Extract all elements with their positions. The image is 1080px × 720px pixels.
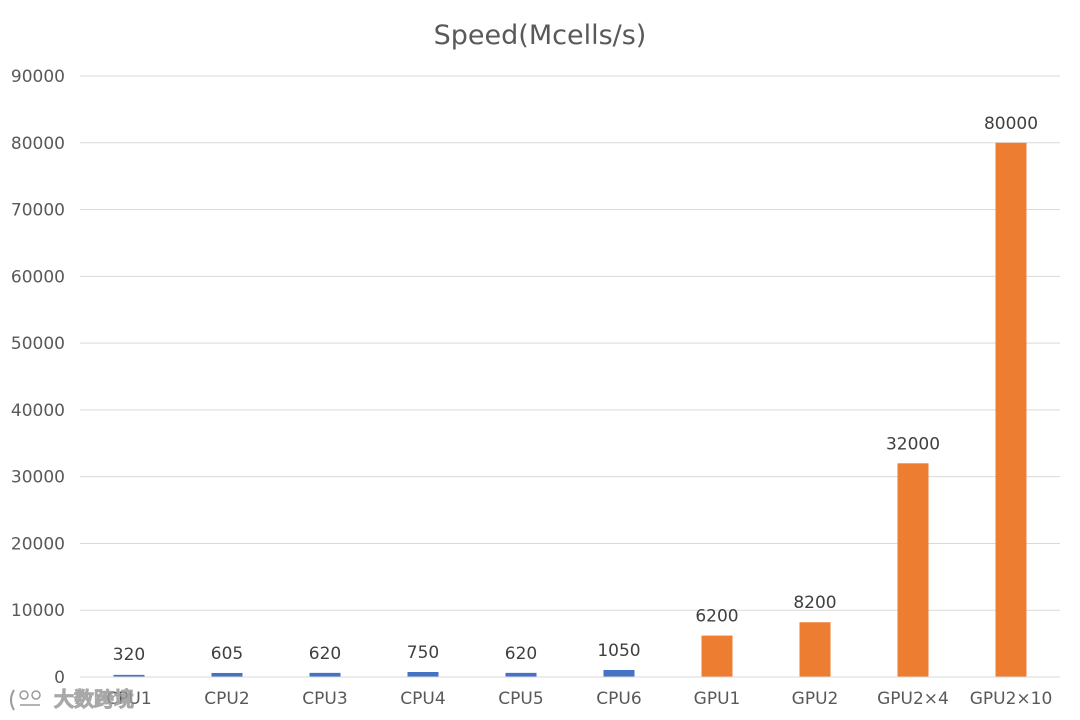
bar-cpu5	[505, 672, 537, 677]
watermark-text: 大数跨境	[54, 687, 134, 711]
y-tick-label: 70000	[11, 201, 65, 221]
data-label: 320	[113, 645, 145, 665]
x-tick-label: CPU4	[400, 689, 445, 709]
data-label: 620	[309, 644, 341, 664]
watermark-logo-icon	[10, 689, 41, 711]
y-tick-label: 30000	[11, 468, 65, 488]
bar-gpu2	[799, 622, 831, 677]
y-tick-label: 50000	[11, 334, 65, 354]
data-label: 32000	[886, 434, 940, 454]
gridlines	[80, 75, 1060, 611]
x-tick-label: GPU2×10	[970, 689, 1053, 709]
bar-gpu2-4	[897, 463, 929, 677]
x-tick-label: CPU5	[498, 689, 543, 709]
y-tick-label: 90000	[11, 67, 65, 87]
bar-gpu1	[701, 635, 733, 677]
bar-cpu1	[113, 674, 145, 677]
x-tick-label: CPU3	[302, 689, 347, 709]
data-labels: 320 605 620 750 620 1050 6200 8200 32000 80000	[113, 114, 1038, 665]
y-tick-label: 20000	[11, 534, 65, 554]
y-tick-label: 10000	[11, 601, 65, 621]
data-label: 8200	[793, 593, 836, 613]
y-tick-label: 60000	[11, 267, 65, 287]
bar-cpu4	[407, 671, 439, 677]
x-tick-label: GPU2	[792, 689, 839, 709]
y-tick-label: 0	[54, 668, 65, 688]
data-label: 750	[407, 643, 439, 663]
y-axis: 0 10000 20000 30000 40000 50000 60000 70000 8000…	[11, 67, 65, 688]
bar-cpu6	[603, 669, 635, 677]
data-label: 620	[505, 644, 537, 664]
data-label: 6200	[695, 607, 738, 627]
bar-cpu3	[309, 672, 341, 677]
data-label: 80000	[984, 114, 1038, 134]
x-tick-label: GPU2×4	[877, 689, 949, 709]
chart-title: Speed(Mcells/s)	[434, 20, 647, 51]
x-tick-label: CPU2	[204, 689, 249, 709]
x-tick-label: CPU6	[596, 689, 641, 709]
x-tick-label: GPU1	[694, 689, 741, 709]
data-label: 605	[211, 644, 243, 664]
y-tick-label: 80000	[11, 134, 65, 154]
bar-cpu2	[211, 672, 243, 677]
data-label: 1050	[597, 641, 640, 661]
x-axis: CPU1 CPU2 CPU3 CPU4 CPU5 CPU6 GPU1 GPU2 GPU2×4 GP…	[80, 676, 1060, 709]
bar-gpu2-10	[995, 142, 1027, 677]
bars	[113, 142, 1027, 677]
watermark: 大数跨境	[10, 687, 135, 712]
y-tick-label: 40000	[11, 401, 65, 421]
x-tick-label: CPU1	[106, 689, 151, 709]
